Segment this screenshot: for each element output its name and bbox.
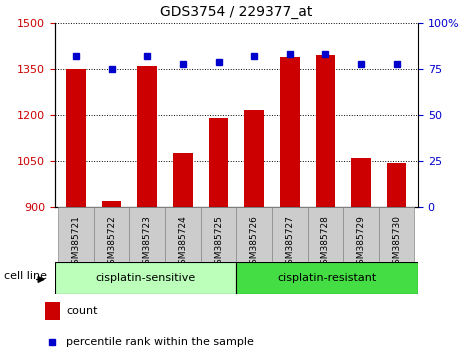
Bar bbox=[280, 57, 300, 207]
Title: GDS3754 / 229377_at: GDS3754 / 229377_at bbox=[160, 5, 313, 19]
Bar bbox=[315, 55, 335, 207]
Text: percentile rank within the sample: percentile rank within the sample bbox=[66, 337, 254, 347]
Bar bbox=[237, 262, 418, 294]
Bar bbox=[244, 110, 264, 207]
Bar bbox=[308, 207, 343, 262]
Bar bbox=[129, 207, 165, 262]
Bar bbox=[45, 302, 60, 320]
Bar bbox=[272, 207, 308, 262]
Bar bbox=[351, 158, 371, 207]
Bar bbox=[102, 201, 122, 207]
Bar bbox=[58, 207, 94, 262]
Bar bbox=[94, 207, 129, 262]
Text: GSM385727: GSM385727 bbox=[285, 215, 294, 270]
Text: cisplatin-resistant: cisplatin-resistant bbox=[277, 273, 377, 283]
Bar bbox=[55, 262, 237, 294]
Text: GSM385728: GSM385728 bbox=[321, 215, 330, 270]
Text: GSM385725: GSM385725 bbox=[214, 215, 223, 270]
Bar bbox=[137, 66, 157, 207]
Bar bbox=[165, 207, 200, 262]
Text: GSM385726: GSM385726 bbox=[250, 215, 258, 270]
Text: GSM385722: GSM385722 bbox=[107, 215, 116, 270]
Text: GSM385723: GSM385723 bbox=[143, 215, 152, 270]
Bar bbox=[387, 162, 407, 207]
Text: GSM385724: GSM385724 bbox=[179, 215, 187, 270]
Text: cisplatin-sensitive: cisplatin-sensitive bbox=[95, 273, 196, 283]
Text: cell line: cell line bbox=[4, 271, 48, 281]
Bar bbox=[173, 153, 193, 207]
Bar bbox=[379, 207, 414, 262]
Bar bbox=[237, 207, 272, 262]
Text: GSM385730: GSM385730 bbox=[392, 215, 401, 270]
Text: GSM385729: GSM385729 bbox=[357, 215, 365, 270]
Bar bbox=[343, 207, 379, 262]
Bar bbox=[209, 118, 228, 207]
Bar bbox=[201, 207, 237, 262]
Text: GSM385721: GSM385721 bbox=[72, 215, 80, 270]
Text: count: count bbox=[66, 306, 98, 316]
Bar bbox=[66, 69, 86, 207]
